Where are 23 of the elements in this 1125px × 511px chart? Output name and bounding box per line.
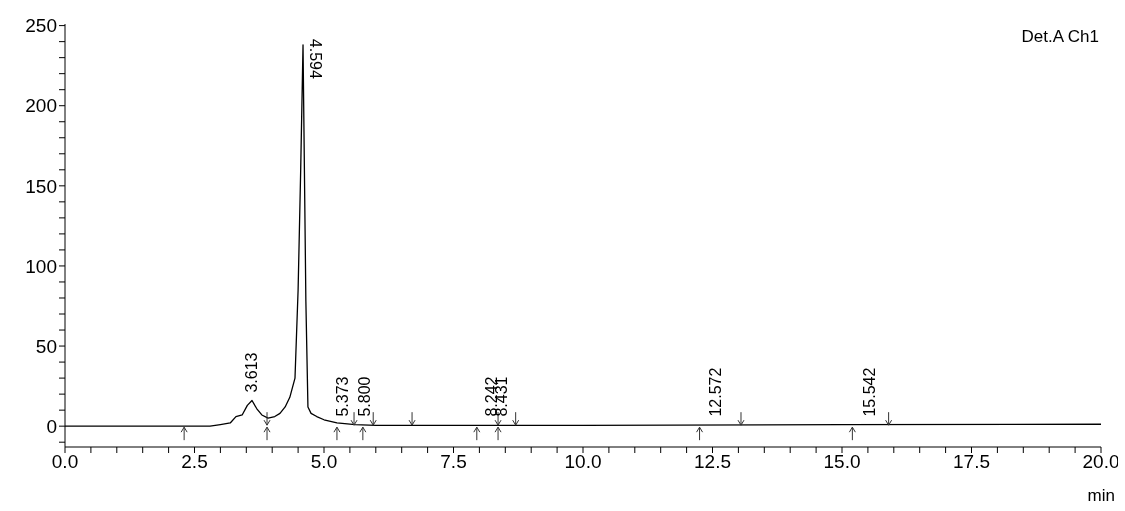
annotation: 12.572 <box>707 367 725 417</box>
y-tick-label: 150 <box>25 175 57 197</box>
x-tick-label: 5.0 <box>310 451 338 473</box>
annotation: 3.613 <box>243 352 261 393</box>
y-tick-label: 250 <box>25 15 57 37</box>
x-tick-label: 15.0 <box>823 451 861 473</box>
y-tick-label: 200 <box>25 95 57 117</box>
x-tick-label: 10.0 <box>564 451 602 473</box>
x-tick-label: 17.5 <box>953 451 990 473</box>
x-tick-label: 0.0 <box>51 451 79 473</box>
annotation: Det.A Ch1 <box>1021 27 1099 46</box>
y-tick-label: 100 <box>25 255 57 277</box>
annotation: 4.594 <box>306 38 324 79</box>
annotation: 15.542 <box>861 367 879 417</box>
y-tick-label: 0 <box>46 415 57 437</box>
x-tick-label: 12.5 <box>694 451 731 473</box>
annotation: 5.373 <box>334 376 352 417</box>
x-tick-label: 2.5 <box>181 451 208 473</box>
x-axis-title: min <box>1087 486 1115 505</box>
x-tick-label: 20.0 <box>1082 451 1120 473</box>
y-tick-label: 50 <box>35 335 57 357</box>
x-tick-label: 7.5 <box>440 451 467 473</box>
annotation: 5.800 <box>356 376 374 417</box>
